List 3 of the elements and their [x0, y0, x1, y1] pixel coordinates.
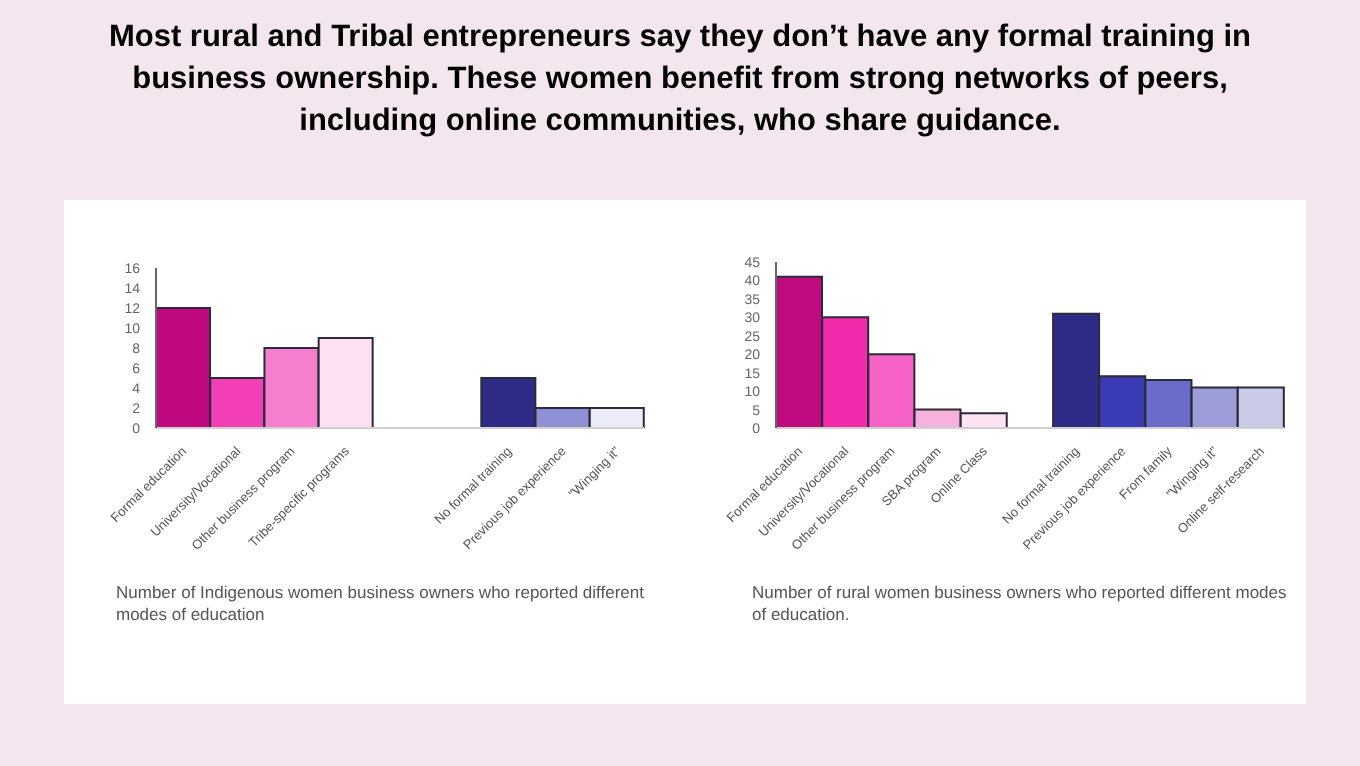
text: Number of rural women business owners who reported different modes of education. [752, 582, 1289, 626]
text: Number of Indigenous women business owners who reported different modes of education [116, 582, 646, 626]
chart-title: Most rural and Tribal entrepreneurs say they don’t have any formal training in business ownership. These women benefit from strong networks of peers, including online communities, who share guidance. [106, 18, 1254, 142]
